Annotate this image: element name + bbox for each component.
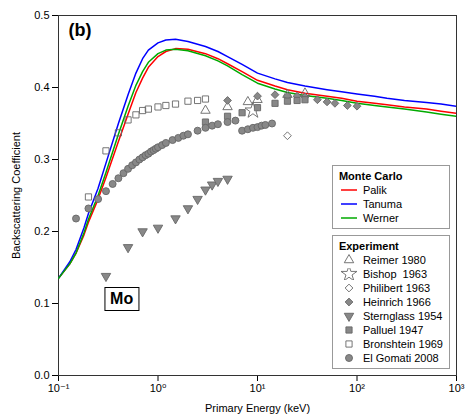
html-text:Reimer 1980: Reimer 1980 [362, 254, 426, 266]
svg-text:(b): (b) [69, 20, 92, 40]
svg-text:Primary Energy (keV): Primary Energy (keV) [205, 402, 310, 414]
html-text:Sternglass 1954: Sternglass 1954 [362, 310, 443, 322]
html-text:Experiment: Experiment [338, 240, 399, 252]
svg-text:10¹: 10¹ [250, 382, 266, 394]
svg-text:10⁰: 10⁰ [150, 382, 167, 394]
html-text:Tanuma: Tanuma [362, 198, 402, 210]
svg-text:10³: 10³ [449, 382, 465, 394]
svg-text:0.3: 0.3 [34, 153, 49, 165]
html-text:El Gomati 2008: El Gomati 2008 [362, 352, 439, 364]
svg-text:10²: 10² [349, 382, 365, 394]
svg-text:0.4: 0.4 [34, 81, 49, 93]
svg-text:Backscattering Coefficient: Backscattering Coefficient [10, 132, 22, 259]
html-text:Heinrich 1966: Heinrich 1966 [362, 296, 431, 308]
svg-text:0.1: 0.1 [34, 297, 49, 309]
svg-text:0.5: 0.5 [34, 9, 49, 21]
html-text:Bronshtein 1969: Bronshtein 1969 [362, 338, 443, 350]
html-text:Monte Carlo: Monte Carlo [338, 170, 403, 182]
html-text:Werner: Werner [362, 212, 399, 224]
html-text:Mo: Mo [110, 290, 134, 308]
html-text:Palluel 1947: Palluel 1947 [362, 324, 424, 336]
html-text:Philibert 1963: Philibert 1963 [362, 282, 431, 294]
html-text:Palik: Palik [362, 184, 387, 196]
html-text:Bishop 1963: Bishop 1963 [362, 268, 428, 280]
svg-text:0.2: 0.2 [34, 225, 49, 237]
svg-text:0.0: 0.0 [34, 369, 49, 381]
svg-text:10⁻¹: 10⁻¹ [48, 382, 70, 394]
